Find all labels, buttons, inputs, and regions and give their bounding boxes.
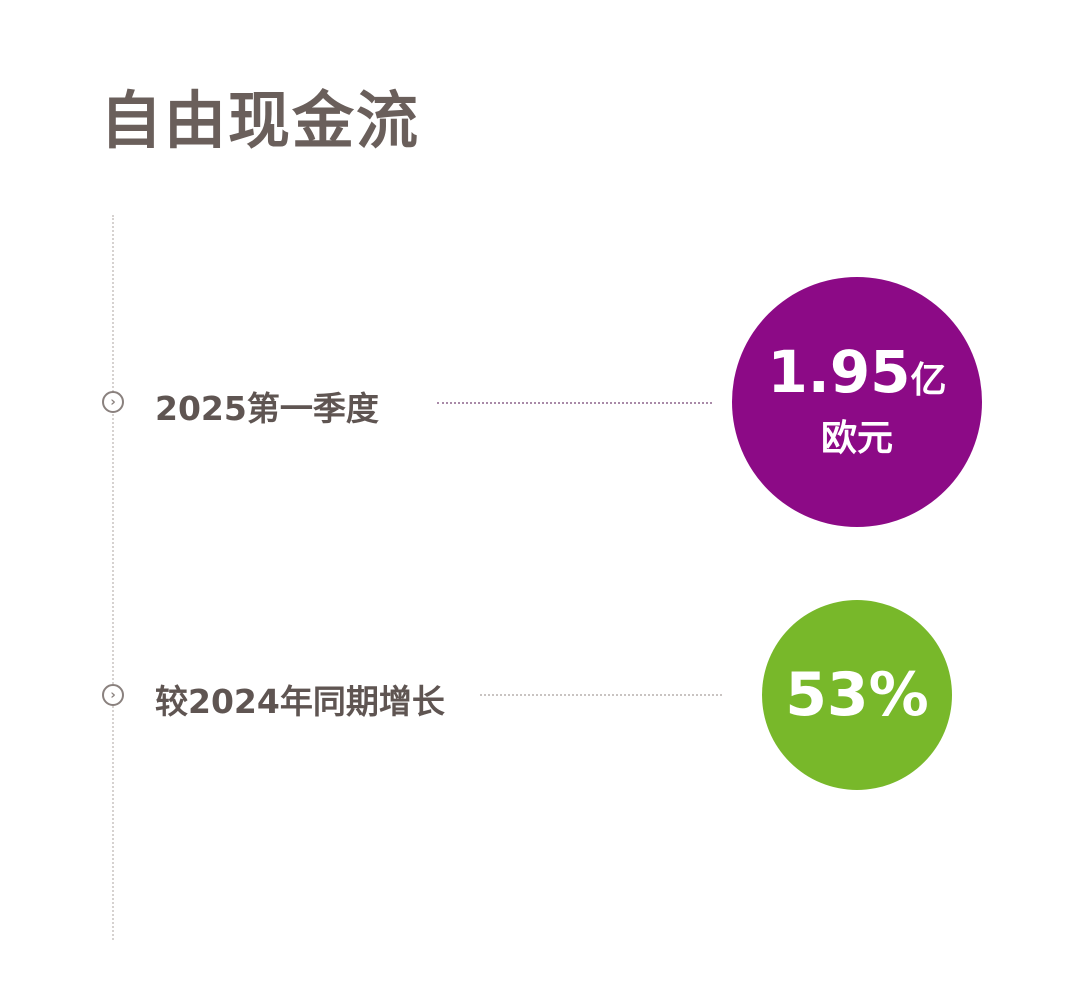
value-suffix: 亿 bbox=[910, 360, 947, 401]
timeline-divider bbox=[112, 215, 114, 940]
connector-line bbox=[437, 402, 712, 404]
value-number: 1.95 bbox=[767, 338, 911, 406]
chevron-right-circle-icon: › bbox=[102, 684, 124, 706]
item-label-q1: 2025第一季度 bbox=[155, 389, 379, 428]
growth-value: 53% bbox=[785, 660, 929, 730]
value-unit: 欧元 bbox=[820, 418, 893, 459]
value-circle-q1: 1.95亿 欧元 bbox=[732, 277, 982, 527]
chevron-right-circle-icon: › bbox=[102, 391, 124, 413]
value-circle-growth: 53% bbox=[762, 600, 952, 790]
page-title: 自由现金流 bbox=[100, 84, 421, 157]
item-label-growth: 较2024年同期增长 bbox=[155, 682, 445, 721]
connector-line bbox=[480, 694, 722, 696]
